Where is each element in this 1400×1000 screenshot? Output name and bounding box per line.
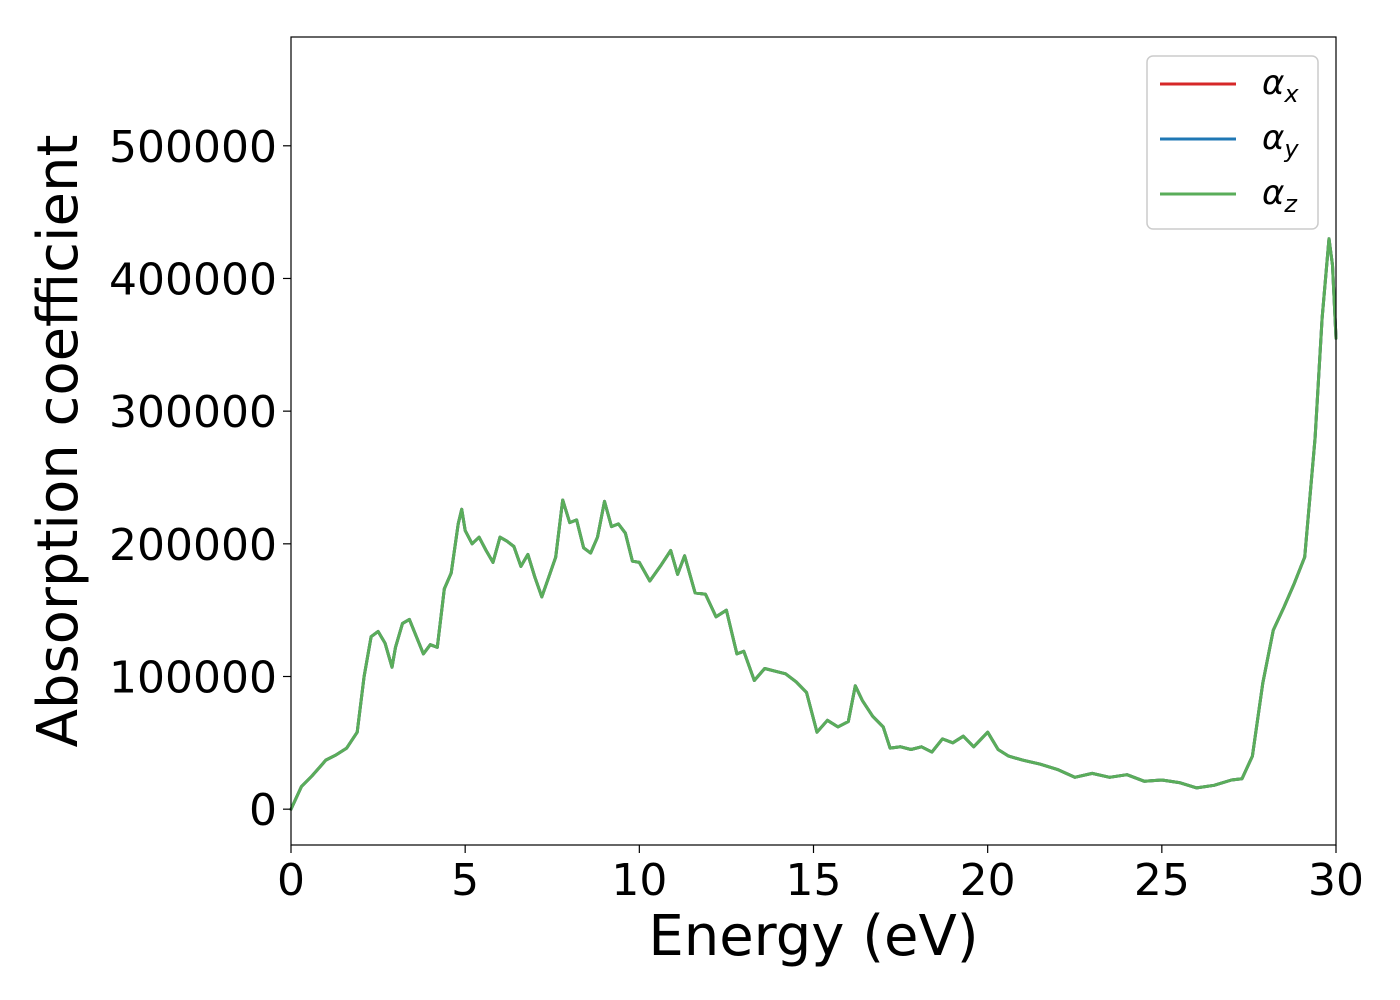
x-tick-label: 0 bbox=[277, 855, 305, 906]
legend-label-z: αz bbox=[1262, 173, 1298, 218]
x-tick-label: 15 bbox=[786, 855, 842, 906]
legend-box bbox=[1146, 55, 1319, 230]
series-layer bbox=[289, 237, 1338, 811]
y-tick-label: 100000 bbox=[109, 653, 277, 704]
x-tick-label: 20 bbox=[960, 855, 1016, 906]
y-tick-label: 200000 bbox=[109, 520, 277, 571]
y-tick-label: 300000 bbox=[109, 387, 277, 438]
legend-label-x: αx bbox=[1262, 63, 1299, 108]
series-line-z bbox=[289, 237, 1338, 811]
y-tick-label: 400000 bbox=[109, 254, 277, 305]
x-tick-label: 30 bbox=[1308, 855, 1364, 906]
x-axis: 0 5 10 15 20 25 30 bbox=[277, 845, 1364, 906]
x-axis-title: Energy (eV) bbox=[648, 904, 978, 969]
legend-label-base: α bbox=[1262, 173, 1284, 213]
legend-label-subscript: z bbox=[1283, 190, 1298, 218]
legend-label-y: αy bbox=[1262, 118, 1299, 163]
x-tick-label: 10 bbox=[611, 855, 667, 906]
legend-label-subscript: y bbox=[1283, 135, 1299, 163]
x-tick-label: 25 bbox=[1134, 855, 1190, 906]
legend-label-base: α bbox=[1262, 63, 1284, 103]
y-tick-label: 0 bbox=[249, 785, 277, 836]
x-tick-label: 5 bbox=[451, 855, 479, 906]
legend-label-base: α bbox=[1262, 118, 1284, 158]
y-tick-label: 500000 bbox=[109, 122, 277, 173]
y-axis: 0 100000 200000 300000 400000 500000 bbox=[109, 122, 291, 836]
y-axis-title: Absorption coefficient bbox=[26, 135, 91, 748]
legend-label-subscript: x bbox=[1283, 80, 1299, 108]
